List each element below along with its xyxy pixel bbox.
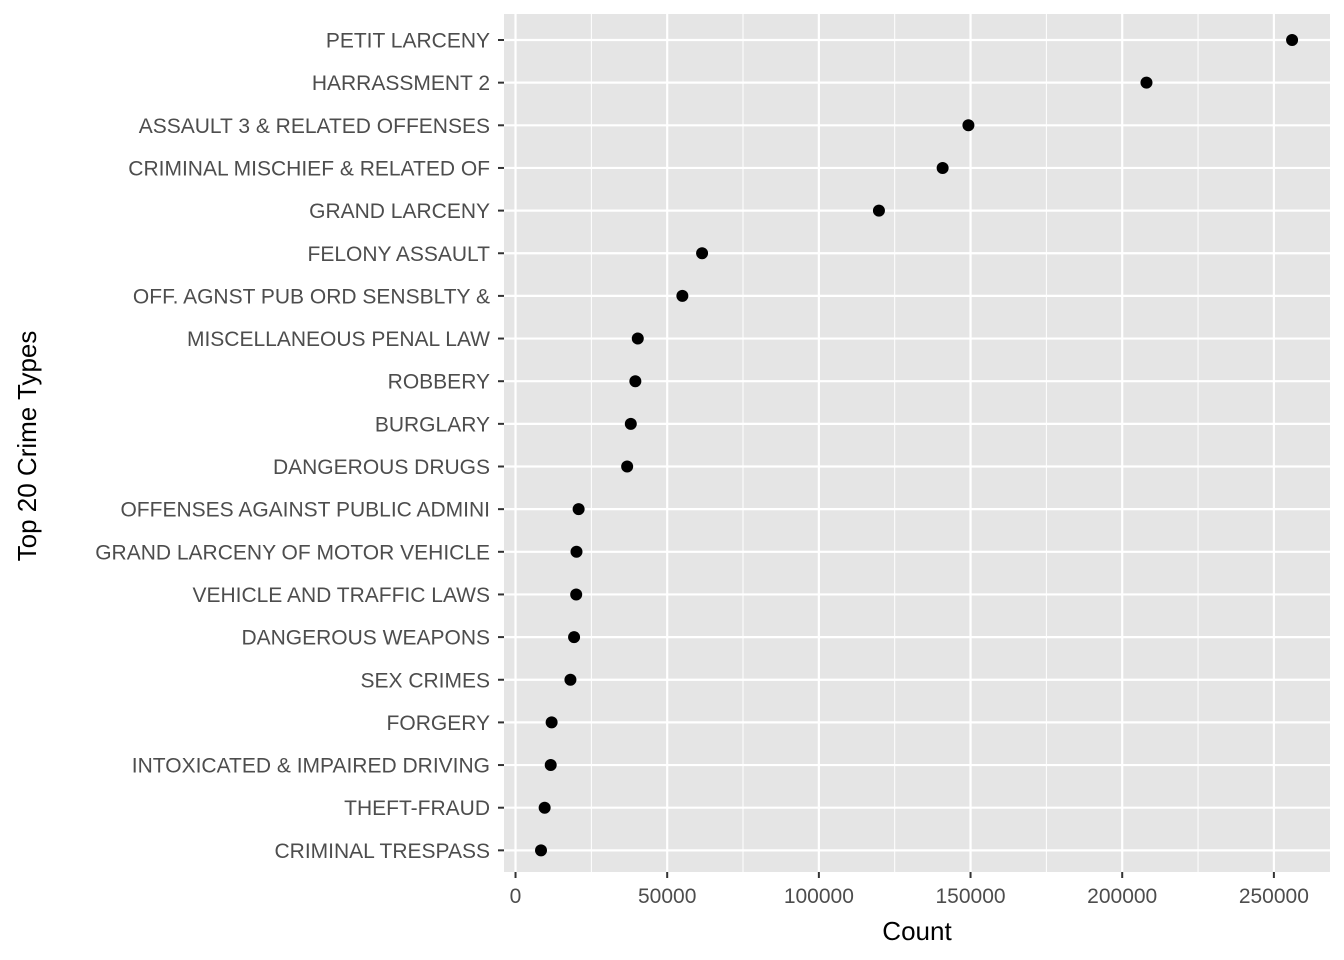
y-tick-label: CRIMINAL MISCHIEF & RELATED OF bbox=[128, 157, 490, 180]
data-point bbox=[629, 375, 642, 388]
data-point bbox=[1286, 34, 1299, 46]
data-point bbox=[564, 673, 577, 686]
data-point bbox=[538, 801, 551, 814]
x-tick-label: 100000 bbox=[784, 885, 854, 908]
panel-background bbox=[504, 14, 1330, 872]
y-tick-label: INTOXICATED & IMPAIRED DRIVING bbox=[132, 755, 490, 778]
x-tick-label: 200000 bbox=[1087, 885, 1157, 908]
y-tick-label: ROBBERY bbox=[388, 371, 490, 394]
y-tick-label: FORGERY bbox=[387, 712, 490, 735]
y-axis-title: Top 20 Crime Types bbox=[12, 331, 42, 562]
data-point bbox=[621, 460, 634, 473]
y-tick-label: VEHICLE AND TRAFFIC LAWS bbox=[192, 584, 490, 607]
x-tick-label: 0 bbox=[510, 885, 522, 908]
y-tick-label: BURGLARY bbox=[375, 413, 490, 436]
y-axis-ticks: PETIT LARCENY HARRASSMENT 2 ASSAULT 3 & RE… bbox=[95, 30, 504, 863]
y-tick-label: DANGEROUS WEAPONS bbox=[241, 627, 490, 650]
x-tick-label: 250000 bbox=[1239, 885, 1309, 908]
data-point bbox=[624, 417, 637, 430]
data-point bbox=[568, 631, 581, 644]
x-axis-ticks: 0 50000 100000 150000 200000 250000 bbox=[510, 872, 1309, 908]
major-gridlines bbox=[504, 14, 1330, 872]
y-tick-label: HARRASSMENT 2 bbox=[312, 72, 490, 95]
minor-gridlines bbox=[590, 14, 1199, 872]
data-point bbox=[676, 289, 689, 302]
y-tick-label: ASSAULT 3 & RELATED OFFENSES bbox=[139, 115, 490, 138]
data-point bbox=[544, 759, 557, 772]
data-point bbox=[962, 119, 975, 132]
x-tick-label: 50000 bbox=[638, 885, 696, 908]
y-tick-label: THEFT-FRAUD bbox=[344, 797, 490, 820]
data-point bbox=[1140, 76, 1153, 89]
y-tick-label: PETIT LARCENY bbox=[326, 30, 490, 53]
y-tick-label: FELONY ASSAULT bbox=[308, 243, 491, 266]
y-tick-label: CRIMINAL TRESPASS bbox=[275, 840, 491, 863]
data-point bbox=[936, 161, 949, 174]
y-tick-label: GRAND LARCENY bbox=[309, 200, 490, 223]
data-point bbox=[872, 204, 885, 217]
y-tick-label: MISCELLANEOUS PENAL LAW bbox=[187, 328, 490, 351]
data-point bbox=[696, 247, 709, 260]
data-point bbox=[631, 332, 644, 345]
data-point bbox=[545, 716, 558, 729]
data-point bbox=[570, 588, 583, 601]
x-tick-label: 150000 bbox=[936, 885, 1006, 908]
x-axis-title: Count bbox=[882, 916, 952, 946]
y-tick-label: GRAND LARCENY OF MOTOR VEHICLE bbox=[95, 541, 490, 564]
data-point bbox=[535, 844, 548, 857]
data-point bbox=[572, 503, 585, 516]
data-points bbox=[535, 34, 1299, 857]
y-tick-label: OFFENSES AGAINST PUBLIC ADMINI bbox=[120, 499, 490, 522]
y-tick-label: SEX CRIMES bbox=[360, 669, 490, 692]
y-tick-label: DANGEROUS DRUGS bbox=[273, 456, 490, 479]
y-tick-label: OFF. AGNST PUB ORD SENSBLTY & bbox=[133, 285, 490, 308]
data-point bbox=[570, 545, 583, 558]
